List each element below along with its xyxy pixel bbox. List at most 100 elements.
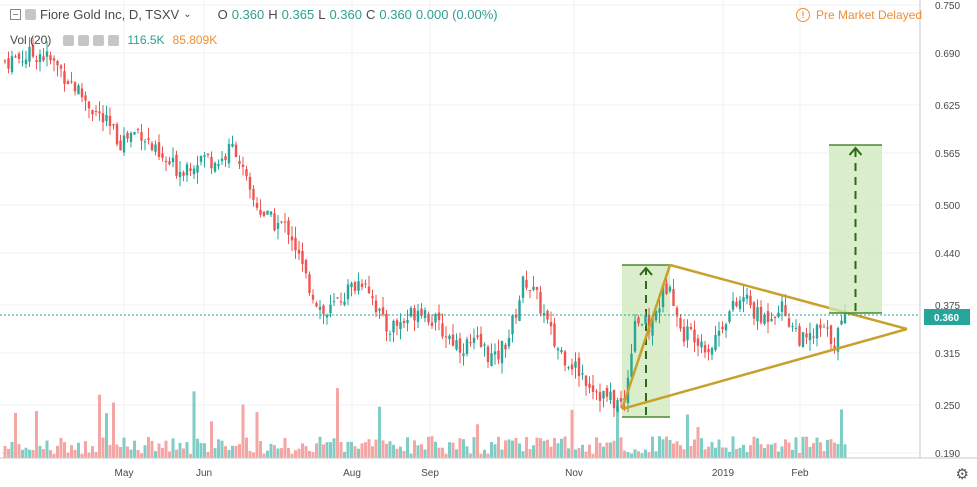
candle-body [189, 168, 192, 171]
candle-body [451, 334, 455, 346]
candle-body [458, 338, 462, 353]
volume-bar [343, 451, 346, 458]
candle-body [175, 154, 178, 176]
candle-body [101, 113, 105, 123]
candle-body [119, 140, 122, 151]
volume-ma-value: 85.809K [172, 33, 218, 47]
candle-body [647, 314, 651, 333]
volume-bar [840, 409, 843, 458]
candle-body [654, 310, 658, 321]
volume-bar [787, 442, 791, 458]
open-label: O [217, 7, 228, 22]
volume-bar [38, 445, 42, 458]
candle-body [206, 153, 210, 155]
open-value: 0.360 [231, 7, 265, 22]
volume-label[interactable]: Vol (20) [10, 33, 52, 47]
volume-bar [696, 427, 700, 458]
candle-body [339, 301, 343, 303]
gear-icon[interactable] [78, 34, 90, 46]
eye-icon[interactable] [63, 34, 75, 46]
chevron-down-icon[interactable]: ⌄ [183, 9, 192, 20]
volume-bar [780, 446, 784, 458]
candle-body [178, 171, 182, 178]
volume-bar [161, 447, 164, 458]
volume-bar [217, 439, 220, 458]
chart-grid [0, 0, 920, 458]
candle-body [497, 350, 500, 360]
volume-bar [234, 445, 238, 458]
volume-bar [483, 449, 486, 458]
volume-bar [819, 442, 822, 458]
volume-bar [525, 437, 528, 458]
candle-body [353, 282, 357, 291]
volume-bar [294, 450, 297, 458]
volume-bar [619, 437, 623, 458]
candle-body [98, 111, 101, 114]
collapse-icon[interactable] [10, 9, 21, 20]
volume-bar [388, 441, 392, 458]
volume-bar [686, 414, 689, 458]
volume-bar [203, 443, 206, 458]
candle-body [437, 312, 441, 321]
candle-body [409, 307, 413, 317]
volume-bar [728, 451, 731, 458]
candle-body [266, 210, 269, 215]
volume-bar [458, 438, 462, 458]
candle-body [171, 157, 175, 163]
volume-bar [3, 446, 7, 458]
market-status[interactable]: ! Pre Market Delayed [795, 8, 922, 22]
volume-bar [469, 453, 472, 458]
symbol-title[interactable]: Fiore Gold Inc, D, TSXV [40, 7, 180, 22]
candle-body [164, 160, 168, 163]
volume-bar [563, 436, 567, 458]
volume-bar [402, 450, 406, 458]
volume-bar [742, 444, 745, 458]
candle-body [514, 314, 518, 318]
candle-body [45, 51, 49, 57]
volume-bar [168, 451, 171, 458]
candle-body [203, 155, 206, 157]
volume-bar [479, 453, 483, 458]
candle-body [640, 323, 644, 325]
candle-body [346, 284, 350, 300]
volume-bar [630, 453, 633, 458]
volume-bar [637, 451, 640, 458]
candle-body [17, 53, 21, 59]
candle-body [63, 71, 66, 84]
volume-bar [164, 440, 168, 458]
volume-bar [777, 451, 780, 458]
volume-bar [276, 448, 280, 458]
candle-body [560, 350, 563, 353]
volume-bar [815, 437, 819, 458]
settings-gear-icon[interactable]: ⚙ [955, 466, 969, 483]
volume-bar [773, 443, 777, 458]
candle-body [553, 323, 556, 347]
volume-bar [504, 440, 507, 458]
candle-body [679, 317, 682, 329]
candle-body [199, 155, 203, 162]
volume-bar [21, 449, 24, 458]
add-icon[interactable] [93, 34, 105, 46]
candle-body [840, 320, 843, 325]
candle-body [829, 325, 833, 345]
candle-body [388, 333, 392, 335]
candle-body [52, 58, 56, 61]
legend-volume: Vol (20) 116.5K 85.809K [10, 33, 221, 47]
triangle-left-line [620, 264, 672, 410]
volume-bar [112, 402, 115, 458]
close-icon[interactable] [108, 34, 120, 46]
volume-bar [703, 449, 707, 458]
volume-bar [574, 449, 577, 458]
volume-bar [661, 439, 665, 458]
volume-bar [465, 446, 469, 458]
volume-bar [182, 448, 185, 458]
candle-body [318, 306, 322, 310]
volume-bar [497, 436, 500, 458]
candle-body [374, 300, 378, 313]
volume-bar [714, 447, 717, 458]
volume-bar [738, 447, 742, 458]
volume-bar [196, 438, 199, 458]
volume-bar [602, 446, 605, 458]
volume-bar [430, 436, 434, 458]
